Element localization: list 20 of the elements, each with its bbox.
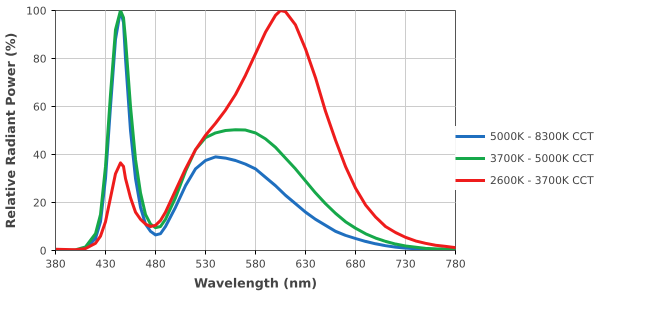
x-tick-label: 530 bbox=[195, 258, 216, 270]
x-tick-label: 580 bbox=[245, 258, 266, 270]
x-tick-label: 730 bbox=[395, 258, 416, 270]
x-axis-title: Wavelength (nm) bbox=[194, 276, 318, 290]
y-tick-label: 20 bbox=[32, 196, 47, 210]
x-tick-label: 630 bbox=[295, 258, 316, 270]
y-tick-label: 0 bbox=[40, 244, 47, 258]
x-tick-label: 430 bbox=[95, 258, 116, 270]
y-tick-label: 100 bbox=[26, 4, 47, 18]
x-tick-label: 780 bbox=[445, 258, 466, 270]
y-tick-label: 60 bbox=[32, 100, 47, 114]
x-tick-label: 680 bbox=[345, 258, 366, 270]
x-tick-label: 380 bbox=[45, 258, 66, 270]
legend-label: 2600K - 3700K CCT bbox=[490, 174, 594, 186]
y-tick-label: 40 bbox=[32, 148, 47, 162]
legend-label: 5000K - 8300K CCT bbox=[490, 130, 594, 142]
y-axis-title: Relative Radiant Power (%) bbox=[3, 32, 18, 228]
y-tick-label: 80 bbox=[32, 52, 47, 66]
legend-label: 3700K - 5000K CCT bbox=[490, 152, 594, 164]
x-tick-label: 480 bbox=[145, 258, 166, 270]
